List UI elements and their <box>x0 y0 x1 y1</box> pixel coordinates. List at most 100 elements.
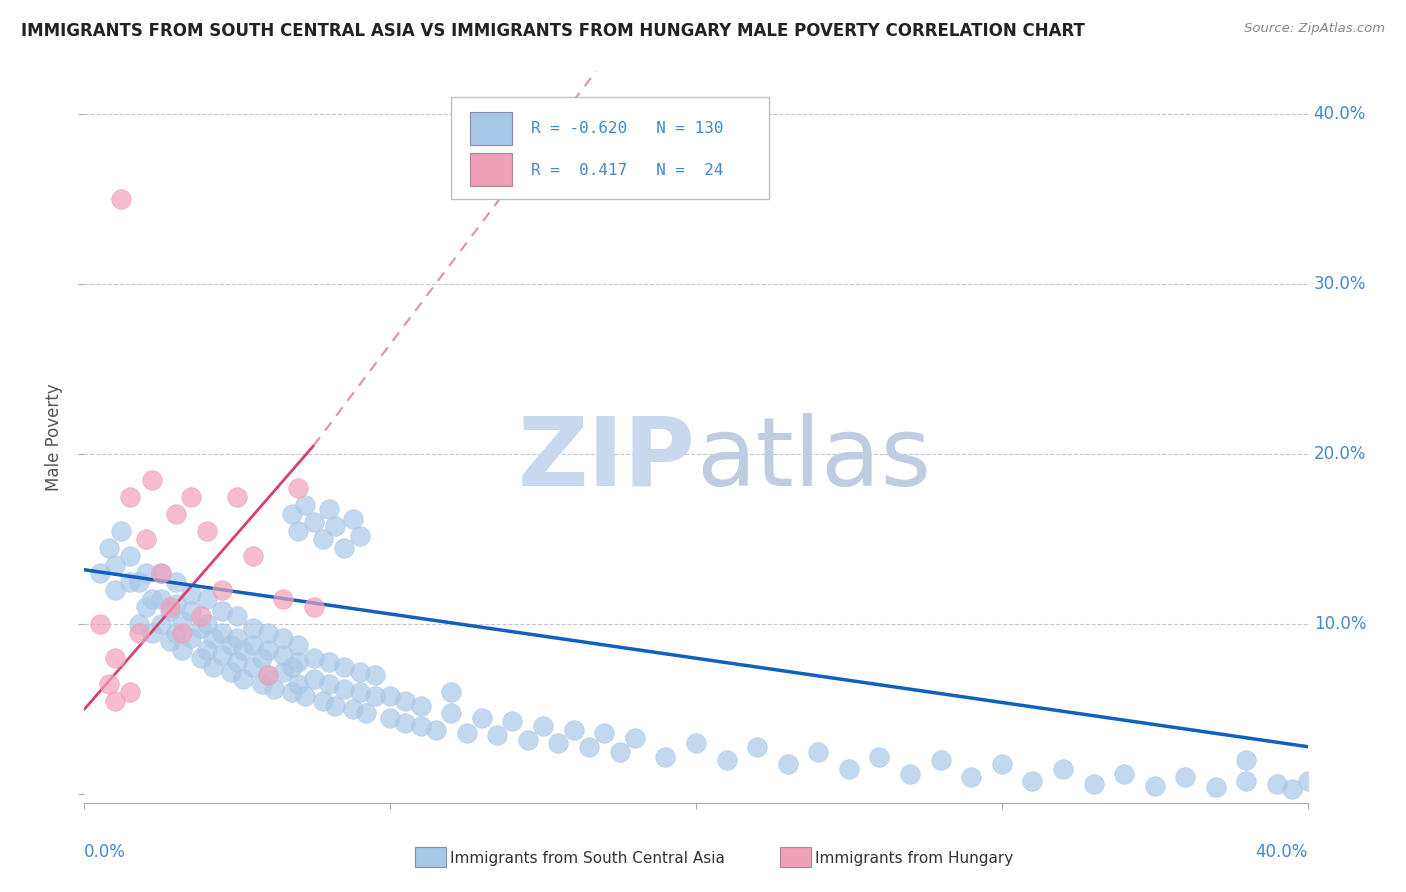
Point <box>456 726 478 740</box>
Point <box>89 566 111 581</box>
Point <box>578 739 600 754</box>
Point <box>165 507 187 521</box>
Text: 10.0%: 10.0% <box>1313 615 1367 633</box>
Point <box>149 566 172 581</box>
Point <box>287 677 309 691</box>
Point <box>257 642 280 657</box>
Text: IMMIGRANTS FROM SOUTH CENTRAL ASIA VS IMMIGRANTS FROM HUNGARY MALE POVERTY CORRE: IMMIGRANTS FROM SOUTH CENTRAL ASIA VS IM… <box>21 22 1085 40</box>
Point <box>135 566 157 581</box>
Point <box>333 541 356 555</box>
Point <box>502 714 524 728</box>
Point <box>364 668 387 682</box>
Point <box>394 694 416 708</box>
Point <box>271 631 294 645</box>
Point <box>159 604 181 618</box>
Point <box>312 694 335 708</box>
Point <box>226 608 249 623</box>
Point <box>110 524 132 538</box>
Point <box>486 728 509 742</box>
Y-axis label: Male Poverty: Male Poverty <box>45 384 63 491</box>
Point <box>516 732 538 747</box>
Point <box>250 677 273 691</box>
Text: 40.0%: 40.0% <box>1256 843 1308 861</box>
Point <box>776 756 799 771</box>
Point <box>232 642 254 657</box>
Text: Immigrants from Hungary: Immigrants from Hungary <box>815 851 1014 865</box>
Point <box>531 719 554 733</box>
Point <box>898 767 921 781</box>
Point <box>165 574 187 589</box>
Text: Immigrants from South Central Asia: Immigrants from South Central Asia <box>450 851 725 865</box>
Point <box>271 648 294 662</box>
Point <box>624 731 647 746</box>
Bar <box>451 97 769 200</box>
Point <box>287 524 309 538</box>
Point <box>1236 753 1258 767</box>
Point <box>318 677 340 691</box>
Point <box>471 711 494 725</box>
Point <box>281 659 304 673</box>
Bar <box>470 153 513 186</box>
Point <box>323 698 346 713</box>
Point <box>195 524 218 538</box>
Point <box>409 719 432 733</box>
Point <box>312 532 335 546</box>
Point <box>226 631 249 645</box>
Point <box>349 685 371 699</box>
Point <box>97 541 120 555</box>
Point <box>104 583 127 598</box>
Text: 30.0%: 30.0% <box>1313 275 1367 293</box>
Point <box>141 591 163 606</box>
Point <box>263 681 285 696</box>
Point <box>294 689 316 703</box>
Point <box>257 668 280 682</box>
Point <box>838 762 860 776</box>
Point <box>165 625 187 640</box>
Point <box>172 614 194 628</box>
Text: ZIP: ZIP <box>517 412 696 506</box>
Point <box>135 532 157 546</box>
Point <box>242 659 264 673</box>
Point <box>302 672 325 686</box>
Text: atlas: atlas <box>696 412 931 506</box>
Point <box>333 681 356 696</box>
Point <box>380 711 402 725</box>
Point <box>211 648 233 662</box>
Point <box>807 745 830 759</box>
Point <box>287 481 309 495</box>
Point <box>409 698 432 713</box>
Point <box>242 549 264 563</box>
Text: 0.0%: 0.0% <box>84 843 127 861</box>
Point <box>201 659 224 673</box>
Text: Source: ZipAtlas.com: Source: ZipAtlas.com <box>1244 22 1385 36</box>
Point <box>440 706 463 720</box>
Point <box>354 706 377 720</box>
Text: R =  0.417   N =  24: R = 0.417 N = 24 <box>531 162 723 178</box>
Point <box>593 726 616 740</box>
Point <box>195 642 218 657</box>
Point <box>1143 779 1166 793</box>
Point <box>302 515 325 529</box>
Point <box>195 591 218 606</box>
Point <box>226 490 249 504</box>
Point <box>250 651 273 665</box>
Point <box>135 600 157 615</box>
Point <box>869 750 891 764</box>
Point <box>149 617 172 632</box>
Point <box>380 689 402 703</box>
Point <box>349 665 371 679</box>
Point <box>281 685 304 699</box>
Point <box>425 723 447 737</box>
Point <box>287 638 309 652</box>
Point <box>281 507 304 521</box>
Point <box>1114 767 1136 781</box>
Point <box>1174 770 1197 784</box>
Point <box>1296 773 1319 788</box>
Point <box>1083 777 1105 791</box>
Text: 20.0%: 20.0% <box>1313 445 1367 463</box>
Point <box>562 723 585 737</box>
Point <box>180 604 202 618</box>
Point <box>257 668 280 682</box>
Point <box>333 659 356 673</box>
Point <box>991 756 1014 771</box>
